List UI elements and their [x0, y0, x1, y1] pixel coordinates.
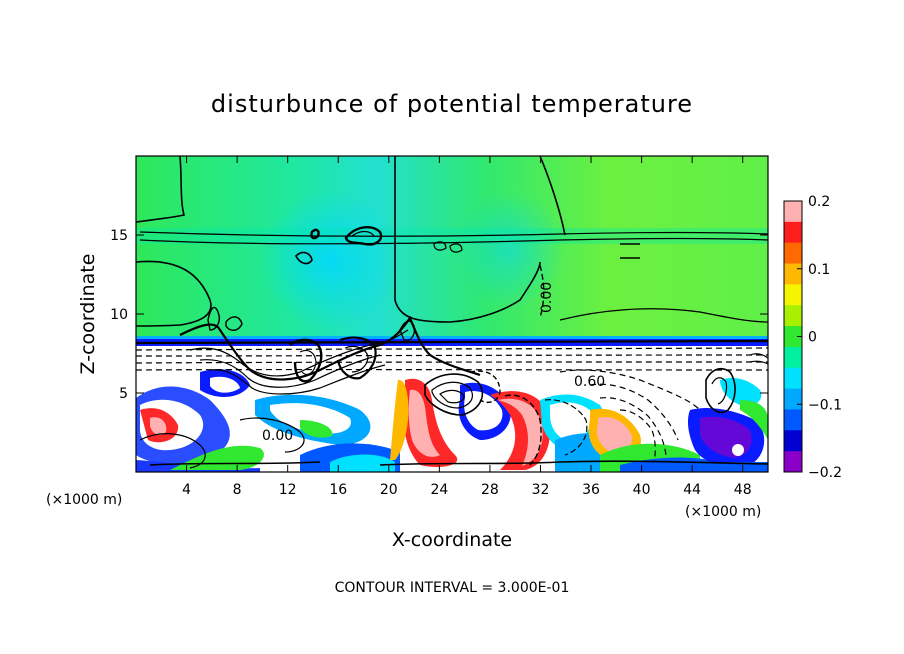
colorbar-tick-label: 0 — [808, 330, 817, 346]
contour-interval-note: CONTOUR INTERVAL = 3.000E-01 — [335, 580, 570, 596]
contour-label: 0.60 — [574, 374, 605, 390]
colorbar: 0.2 0.1 0 −0.1 −0.2 — [783, 194, 842, 481]
contour-lines — [136, 156, 768, 469]
colorbar-swatch — [784, 305, 802, 327]
x-tick-label: 12 — [279, 482, 297, 498]
y-tick-label: 15 — [110, 228, 128, 244]
cyan-region — [260, 190, 400, 330]
cyan-region — [455, 190, 565, 310]
colorbar-swatch — [784, 242, 802, 265]
colorbar-swatch — [784, 367, 802, 390]
colorbar-swatch — [784, 388, 802, 410]
upper-field — [136, 156, 768, 340]
inversion-edge — [136, 336, 768, 339]
y-axis-title: Z-coordinate — [77, 254, 99, 375]
x-tick-label: 40 — [633, 482, 651, 498]
colorbar-swatch — [784, 201, 802, 223]
plot-area: 0.00 0.00 0.60 — [136, 156, 768, 472]
x-tick-label: 28 — [481, 482, 499, 498]
x-tick-label: 44 — [683, 482, 701, 498]
x-tick-label: 32 — [532, 482, 550, 498]
x-tick-label: 48 — [734, 482, 752, 498]
colorbar-swatch — [784, 263, 802, 285]
y-tick-label: 5 — [119, 386, 128, 402]
x-tick-label: 4 — [182, 482, 191, 498]
x-axis-ticks: 4 8 12 16 20 24 28 32 36 40 44 48 — [182, 156, 752, 498]
x-tick-label: 36 — [582, 482, 600, 498]
colorbar-swatch — [784, 221, 802, 244]
x-tick-label: 8 — [233, 482, 242, 498]
contour-label: 0.00 — [262, 428, 293, 444]
colorbar-tick-label: −0.2 — [808, 465, 842, 481]
colorbar-tick-label: −0.1 — [808, 397, 842, 413]
lower-turbulence — [136, 369, 768, 472]
colorbar-swatch — [784, 451, 802, 473]
y-tick-label: 10 — [110, 307, 128, 323]
colorbar-swatch — [784, 430, 802, 452]
colorbar-tick-label: 0.1 — [808, 262, 830, 278]
contour-label: 0.00 — [539, 282, 555, 313]
x-tick-label: 24 — [430, 482, 448, 498]
colorbar-swatch — [784, 409, 802, 431]
x-tick-label: 16 — [329, 482, 347, 498]
x-axis-title: X-coordinate — [392, 529, 512, 551]
x-unit-label: (×1000 m) — [685, 504, 761, 520]
y-axis-ticks: 5 10 15 — [110, 228, 768, 402]
colorbar-tick-label: 0.2 — [808, 194, 830, 210]
colorbar-swatch — [784, 284, 802, 306]
colorbar-swatch — [784, 346, 802, 369]
colorbar-swatch — [784, 326, 802, 348]
chart-title: disturbunce of potential temperature — [211, 90, 693, 118]
x-tick-label: 20 — [380, 482, 398, 498]
y-unit-label: (×1000 m) — [46, 492, 122, 508]
